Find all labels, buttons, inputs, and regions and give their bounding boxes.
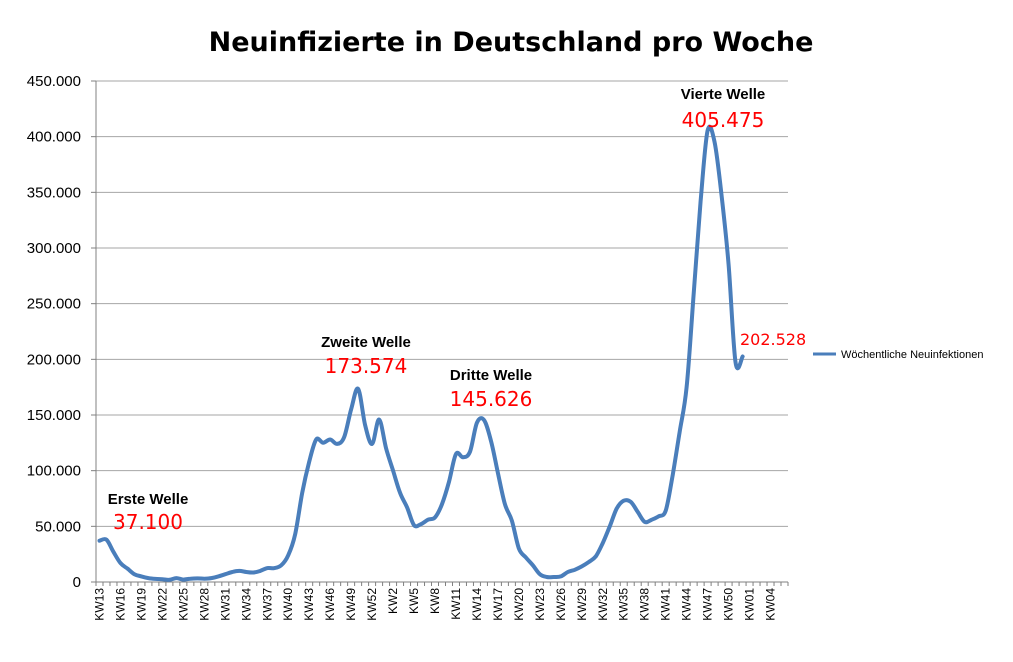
y-tick-label: 150.000 <box>27 407 81 424</box>
x-tick-label: KW49 <box>344 588 358 621</box>
x-tick-label: KW31 <box>218 588 232 621</box>
annotation-dritte-welle: Dritte Welle 145.626 <box>450 367 533 411</box>
y-tick-label: 250.000 <box>27 296 81 313</box>
x-tick-label: KW20 <box>512 588 526 621</box>
x-tick-label: KW38 <box>638 588 652 621</box>
x-tick-label: KW25 <box>176 588 190 621</box>
annotation-value: 37.100 <box>113 510 183 534</box>
x-tick-label: KW04 <box>764 588 778 621</box>
x-tick-label: KW16 <box>113 588 127 621</box>
y-tick-label: 350.000 <box>27 184 81 201</box>
annotation-label: Zweite Welle <box>321 334 411 351</box>
y-axis-ticks: 0 50.000 100.000 150.000 200.000 250.000 300.0… <box>27 73 81 591</box>
x-tick-label: KW13 <box>92 588 106 621</box>
x-tick-label: KW44 <box>680 588 694 621</box>
y-tick-label: 300.000 <box>27 240 81 257</box>
x-tick-label: KW28 <box>197 588 211 621</box>
y-tick-label: 100.000 <box>27 463 81 480</box>
x-tick-label: KW5 <box>407 588 421 614</box>
x-tick-label: KW32 <box>596 588 610 621</box>
x-tick-label: KW19 <box>134 588 148 621</box>
annotation-erste-welle: Erste Welle 37.100 <box>108 491 189 534</box>
x-tick-label: KW37 <box>260 588 274 621</box>
x-tick-label: KW01 <box>743 588 757 621</box>
annotation-value: 405.475 <box>682 108 765 132</box>
x-tick-label: KW50 <box>722 588 736 621</box>
x-tick-label: KW46 <box>323 588 337 621</box>
legend-label: Wöchentliche Neuinfektionen <box>841 349 983 361</box>
x-tick-label: KW52 <box>365 588 379 621</box>
x-tick-label: KW23 <box>533 588 547 621</box>
x-tick-label: KW43 <box>302 588 316 621</box>
last-value-label: 202.528 <box>740 330 806 349</box>
legend: Wöchentliche Neuinfektionen <box>813 349 983 361</box>
annotation-zweite-welle: Zweite Welle 173.574 <box>321 334 411 378</box>
annotation-value: 173.574 <box>325 354 408 378</box>
annotation-label: Erste Welle <box>108 491 189 508</box>
x-tick-label: KW2 <box>386 588 400 614</box>
x-axis: KW13 KW16 KW19 KW22 KW25 KW28 KW31 KW34 KW37 KW40… <box>92 81 789 621</box>
y-tick-label: 50.000 <box>35 518 81 535</box>
annotation-label: Dritte Welle <box>450 367 532 384</box>
chart-title: Neuinfizierte in Deutschland pro Woche <box>209 27 814 58</box>
x-tick-label: KW14 <box>470 588 484 621</box>
annotation-label: Vierte Welle <box>681 86 766 103</box>
x-tick-label: KW11 <box>449 588 463 620</box>
x-tick-label: KW26 <box>554 588 568 621</box>
y-tick-label: 450.000 <box>27 73 81 90</box>
gridlines <box>91 80 788 583</box>
x-tick-label: KW17 <box>491 588 505 621</box>
x-tick-label: KW29 <box>575 588 589 621</box>
annotation-vierte-welle: Vierte Welle 405.475 <box>681 86 766 132</box>
y-tick-label: 0 <box>73 574 81 591</box>
x-tick-label: KW8 <box>428 588 442 614</box>
y-tick-label: 400.000 <box>27 129 81 146</box>
x-tick-label: KW34 <box>239 588 253 621</box>
x-tick-label: KW35 <box>617 588 631 621</box>
x-tick-label: KW41 <box>659 588 673 621</box>
x-tick-label: KW40 <box>281 588 295 621</box>
series-line <box>97 124 745 582</box>
x-tick-label: KW47 <box>701 588 715 621</box>
x-tick-label: KW22 <box>155 588 169 621</box>
annotation-value: 145.626 <box>450 387 533 411</box>
series-layer <box>97 124 745 582</box>
y-tick-label: 200.000 <box>27 351 81 368</box>
